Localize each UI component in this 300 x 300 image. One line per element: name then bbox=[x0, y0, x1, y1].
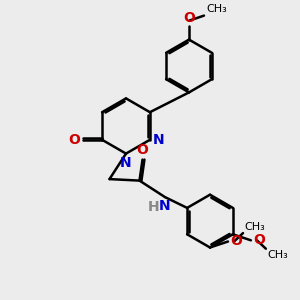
Text: O: O bbox=[253, 233, 265, 247]
Text: N: N bbox=[159, 199, 171, 213]
Text: O: O bbox=[68, 133, 80, 147]
Text: N: N bbox=[153, 133, 164, 147]
Text: N: N bbox=[120, 156, 132, 170]
Text: O: O bbox=[230, 235, 242, 248]
Text: CH₃: CH₃ bbox=[267, 250, 288, 260]
Text: CH₃: CH₃ bbox=[244, 222, 265, 232]
Text: CH₃: CH₃ bbox=[206, 4, 227, 14]
Text: O: O bbox=[183, 11, 195, 25]
Text: O: O bbox=[136, 143, 148, 158]
Text: H: H bbox=[148, 200, 159, 214]
